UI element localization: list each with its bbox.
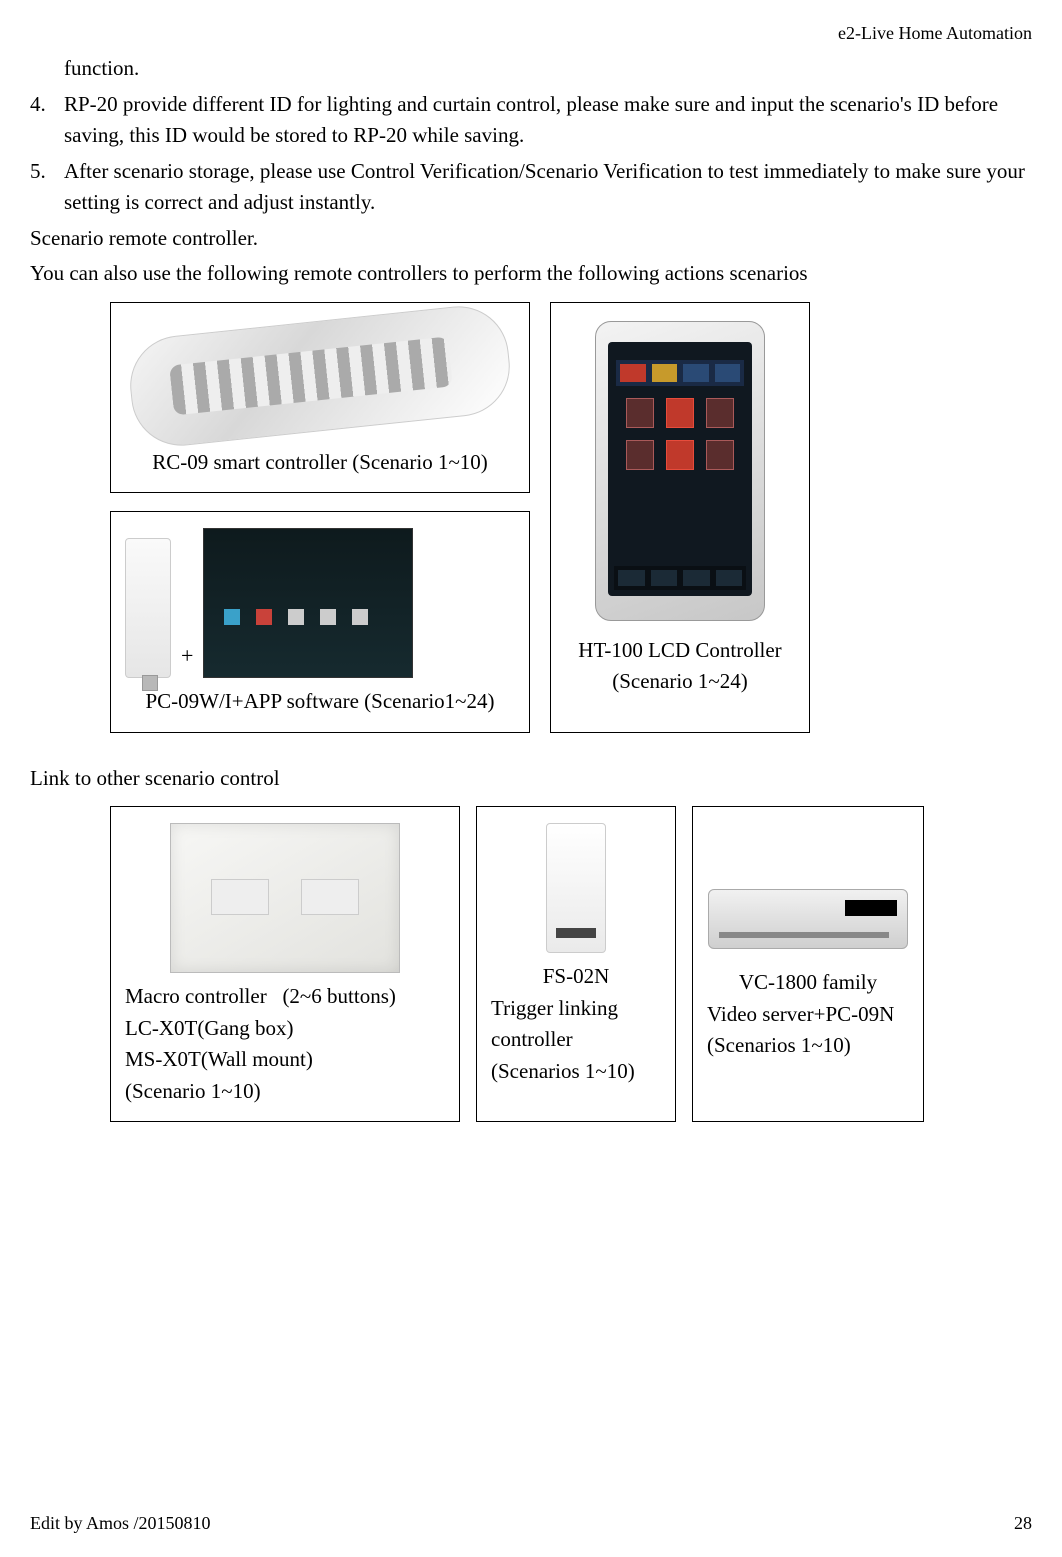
box-macro-controller: Macro controller (2~6 buttons) LC-X0T(Ga… xyxy=(110,806,460,1122)
pc09w-caption: PC-09W/I+APP software (Scenario1~24) xyxy=(125,686,515,718)
rc09-remote-image xyxy=(125,301,514,450)
wall-panel-image xyxy=(170,823,400,973)
also-use-line: You can also use the following remote co… xyxy=(30,258,1032,290)
macro-line4: (Scenario 1~10) xyxy=(125,1076,445,1108)
fs02n-line2: Trigger linking controller xyxy=(491,993,661,1056)
list-item-4: 4. RP-20 provide different ID for lighti… xyxy=(30,89,1032,152)
list-indent-spacer xyxy=(30,53,64,85)
vc1800-line2: Video server+PC-09N xyxy=(707,999,909,1031)
rc09-caption: RC-09 smart controller (Scenario 1~10) xyxy=(125,447,515,479)
fs02n-line3: (Scenarios 1~10) xyxy=(491,1056,661,1088)
controllers-left-column: RC-09 smart controller (Scenario 1~10) +… xyxy=(110,302,530,733)
box-pc09w: + PC-09W/I+APP software (Scenario1~24) xyxy=(110,511,530,733)
scenario-remote-heading: Scenario remote controller. xyxy=(30,223,1032,255)
plus-symbol: + xyxy=(181,639,193,678)
fs02n-device-image xyxy=(546,823,606,953)
macro-line2: LC-X0T(Gang box) xyxy=(125,1013,445,1045)
list-number-4: 4. xyxy=(30,89,64,152)
list-number-5: 5. xyxy=(30,156,64,219)
footer-page-number: 28 xyxy=(1014,1510,1032,1537)
macro-line3: MS-X0T(Wall mount) xyxy=(125,1044,445,1076)
link-controllers-row: Macro controller (2~6 buttons) LC-X0T(Ga… xyxy=(110,806,1032,1122)
box-vc1800: VC-1800 family Video server+PC-09N (Scen… xyxy=(692,806,924,1122)
vc1800-line3: (Scenarios 1~10) xyxy=(707,1030,909,1062)
list-text-4: RP-20 provide different ID for lighting … xyxy=(64,89,1032,152)
vc1800-device-image xyxy=(708,889,908,949)
ht100-caption-line2: (Scenario 1~24) xyxy=(612,666,748,698)
ht100-caption-line1: HT-100 LCD Controller xyxy=(578,635,781,667)
box-rc09: RC-09 smart controller (Scenario 1~10) xyxy=(110,302,530,494)
trailing-function-text: function. xyxy=(64,53,1032,85)
controllers-row: RC-09 smart controller (Scenario 1~10) +… xyxy=(110,302,1032,733)
footer: Edit by Amos /20150810 28 xyxy=(30,1510,1032,1537)
box-ht100: HT-100 LCD Controller (Scenario 1~24) xyxy=(550,302,810,733)
list-text-5: After scenario storage, please use Contr… xyxy=(64,156,1032,219)
box-fs02n: FS-02N Trigger linking controller (Scena… xyxy=(476,806,676,1122)
fs02n-line1: FS-02N xyxy=(491,961,661,993)
app-screenshot-image xyxy=(203,528,413,678)
header-doc-title: e2-Live Home Automation xyxy=(30,20,1032,47)
link-heading: Link to other scenario control xyxy=(30,763,1032,795)
footer-edit-by: Edit by Amos /20150810 xyxy=(30,1510,211,1537)
list-item-5: 5. After scenario storage, please use Co… xyxy=(30,156,1032,219)
vc1800-line1: VC-1800 family xyxy=(707,967,909,999)
link-section: Link to other scenario control Macro con… xyxy=(30,763,1032,1123)
list-continuation-line: function. xyxy=(30,53,1032,85)
ht100-device-image xyxy=(595,321,765,621)
dongle-app-row: + xyxy=(125,528,515,678)
macro-line1: Macro controller (2~6 buttons) xyxy=(125,981,445,1013)
usb-dongle-image xyxy=(125,538,171,678)
